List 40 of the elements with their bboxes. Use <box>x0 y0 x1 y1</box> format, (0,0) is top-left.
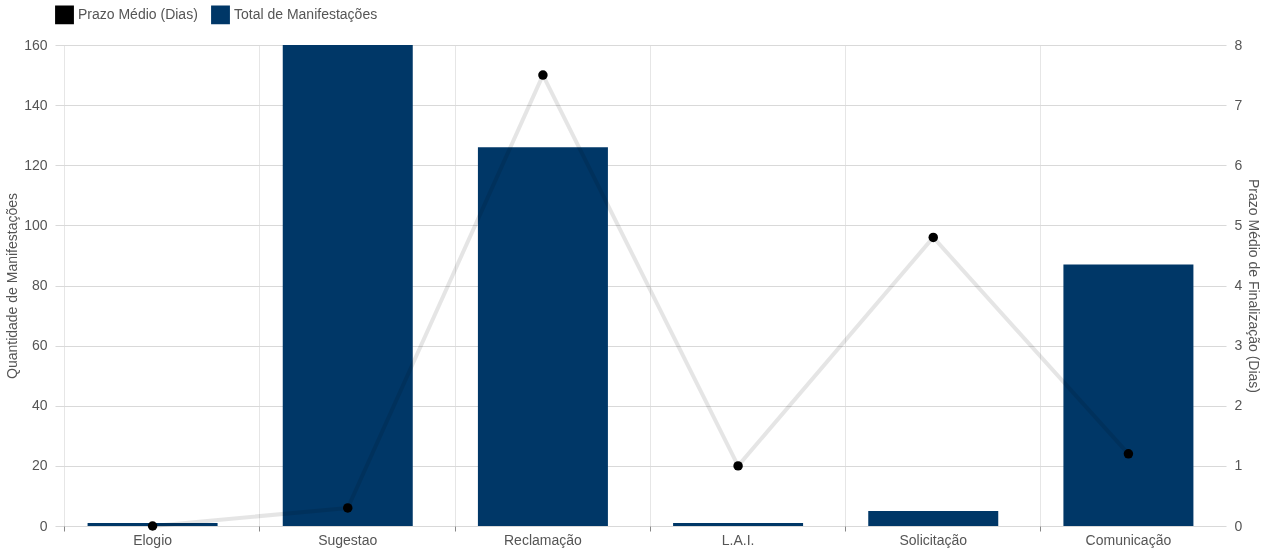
y-tick-label: 120 <box>24 156 48 173</box>
x-tick-label: Solicitação <box>899 531 968 548</box>
y2-tick-label: 0 <box>1234 517 1243 534</box>
y2-tick-label: 8 <box>1234 36 1243 53</box>
point <box>343 503 353 513</box>
y-tick-label: 20 <box>31 457 48 474</box>
bar <box>673 522 804 526</box>
y-tick-label: 60 <box>31 337 48 354</box>
bar <box>1063 264 1194 526</box>
y-tick-label: 80 <box>31 277 48 293</box>
bar <box>477 147 608 526</box>
point <box>147 521 158 531</box>
legend-label: Prazo Médio (Dias) <box>78 5 198 22</box>
x-tick-label: L.A.I. <box>721 531 755 548</box>
y2-tick-label: 2 <box>1234 397 1243 414</box>
y2-tick-label: 4 <box>1234 277 1243 293</box>
y2-tick-label: 5 <box>1234 216 1243 233</box>
y2-tick-label: 7 <box>1234 96 1243 113</box>
point <box>733 461 743 471</box>
y-tick-label: 40 <box>31 397 48 414</box>
y-axis-title: Quantidade de Manifestações <box>4 192 21 380</box>
y2-tick-label: 1 <box>1234 457 1243 474</box>
x-tick-label: Reclamação <box>504 531 583 548</box>
y2-tick-label: 3 <box>1234 337 1243 354</box>
point <box>1123 449 1134 459</box>
y2-tick-label: 6 <box>1234 156 1243 173</box>
point <box>538 70 548 80</box>
bar <box>868 510 999 526</box>
x-tick-label: Elogio <box>133 531 173 548</box>
point <box>928 232 938 243</box>
bar <box>282 45 413 526</box>
bar <box>87 522 218 526</box>
y-tick-label: 100 <box>24 216 48 233</box>
y-tick-label: 160 <box>24 36 48 53</box>
legend-label: Total de Manifestações <box>234 5 378 22</box>
y2-axis-title: Prazo Médio de Finalização (Dias) <box>1246 179 1263 393</box>
x-tick-label: Sugestao <box>318 531 378 548</box>
y-tick-label: 0 <box>39 517 48 534</box>
y-tick-label: 140 <box>24 96 48 113</box>
x-tick-label: Comunicação <box>1085 531 1172 548</box>
